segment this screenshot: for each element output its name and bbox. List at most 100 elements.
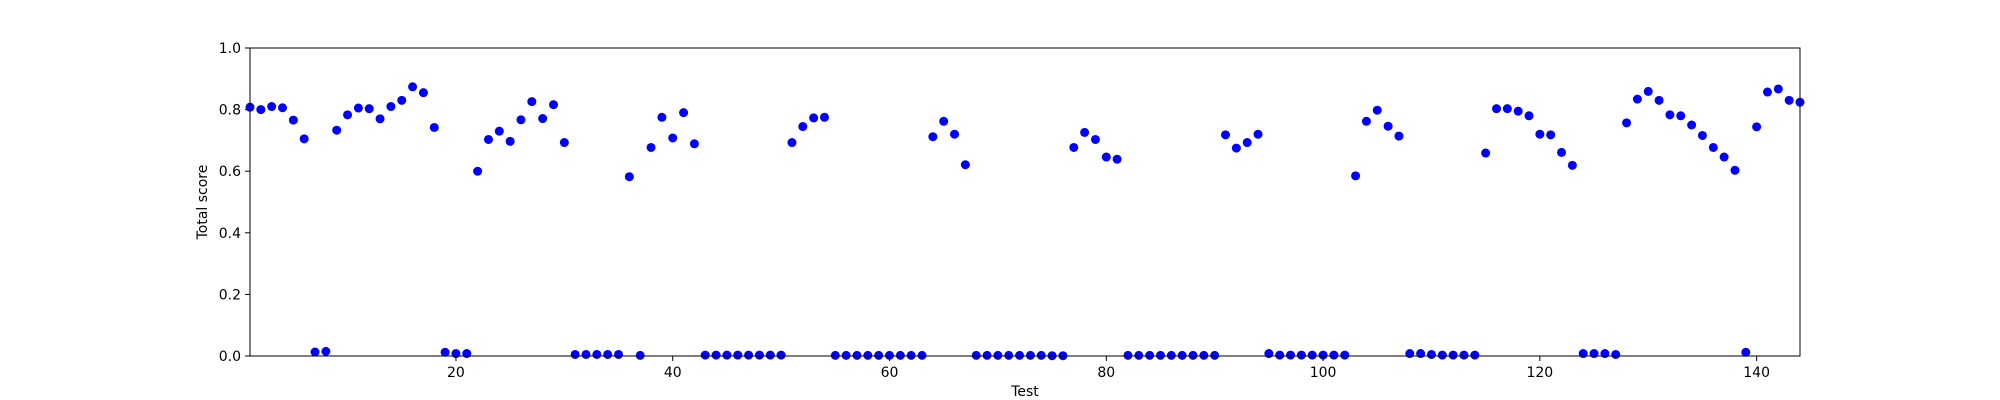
data-point: [1448, 350, 1458, 360]
data-point: [1459, 350, 1469, 360]
data-point: [689, 139, 699, 149]
data-point: [1773, 84, 1783, 94]
data-point: [1394, 131, 1404, 141]
data-point: [1286, 350, 1296, 360]
data-point: [614, 349, 624, 359]
data-point: [1340, 350, 1350, 360]
data-point: [1025, 350, 1035, 360]
data-point: [809, 113, 819, 123]
plot-frame: [249, 47, 1801, 357]
data-point: [1112, 154, 1122, 164]
data-point: [1426, 349, 1436, 359]
data-point: [863, 350, 873, 360]
data-point: [1155, 350, 1165, 360]
data-point: [1123, 350, 1133, 360]
data-point: [1589, 349, 1599, 359]
y-tick-label: 1.0: [219, 41, 241, 57]
data-point: [1632, 94, 1642, 104]
data-point: [1578, 349, 1588, 359]
data-point: [722, 350, 732, 360]
data-point: [418, 88, 428, 98]
data-point: [549, 100, 558, 110]
data-point: [1492, 104, 1501, 114]
data-point: [570, 349, 580, 359]
data-point: [1719, 152, 1729, 162]
data-point: [1134, 350, 1144, 360]
data-point: [1036, 350, 1046, 360]
x-axis-label: Test: [1010, 384, 1039, 400]
data-point: [1405, 349, 1415, 359]
data-point: [960, 160, 970, 170]
data-point: [624, 172, 634, 182]
data-point: [267, 102, 277, 112]
x-tick-label: 80: [1097, 365, 1115, 381]
data-point: [744, 350, 754, 360]
data-point: [375, 114, 385, 124]
data-point: [1654, 95, 1664, 105]
data-point: [1730, 165, 1740, 175]
data-point: [819, 112, 829, 122]
data-point: [408, 82, 418, 92]
data-point: [364, 104, 374, 114]
y-tick-label: 0.0: [219, 349, 241, 365]
data-point: [1741, 347, 1751, 357]
data-point: [256, 105, 266, 115]
data-point: [1231, 143, 1241, 153]
data-point: [668, 133, 678, 143]
data-point: [1524, 111, 1534, 121]
data-point: [1069, 142, 1079, 152]
data-point: [679, 108, 689, 118]
data-point: [711, 350, 721, 360]
data-point: [700, 350, 710, 360]
data-point: [1687, 120, 1697, 130]
data-point: [1145, 350, 1155, 360]
data-point: [1437, 350, 1447, 360]
data-point: [765, 350, 775, 360]
y-axis-ticks: 0.0 0.2 0.4 0.6 0.8 1.0: [219, 41, 250, 365]
data-point: [950, 129, 960, 139]
data-point: [1242, 138, 1252, 148]
data-point: [776, 350, 786, 360]
data-point: [1622, 118, 1632, 128]
data-point: [895, 350, 905, 360]
data-point: [462, 349, 472, 359]
y-tick-label: 0.6: [219, 164, 241, 180]
data-point: [733, 350, 743, 360]
data-point: [1318, 350, 1328, 360]
data-point: [1372, 105, 1382, 115]
data-point: [1643, 86, 1653, 96]
data-point: [1101, 152, 1111, 162]
data-point: [1177, 350, 1187, 360]
x-tick-label: 120: [1526, 365, 1553, 381]
data-point: [1188, 350, 1198, 360]
data-point: [1264, 349, 1274, 359]
data-point: [1784, 95, 1794, 105]
data-point: [787, 138, 797, 148]
x-tick-label: 100: [1310, 365, 1337, 381]
data-point: [592, 349, 602, 359]
data-point: [516, 115, 526, 125]
data-point: [1080, 127, 1090, 137]
data-point: [278, 103, 288, 113]
data-point: [483, 134, 493, 144]
x-tick-label: 60: [881, 365, 899, 381]
data-point: [1567, 160, 1577, 170]
data-point: [885, 350, 895, 360]
data-point: [1470, 350, 1480, 360]
data-point: [928, 132, 938, 142]
data-point: [1221, 130, 1231, 140]
data-point: [440, 347, 450, 357]
data-point: [288, 115, 298, 125]
data-point: [1481, 148, 1491, 158]
data-point: [1004, 350, 1014, 360]
data-point: [1383, 121, 1393, 131]
data-point: [1166, 350, 1176, 360]
data-point: [505, 136, 515, 146]
data-point: [1546, 130, 1556, 140]
data-points: [245, 82, 1805, 361]
data-point: [1611, 349, 1621, 359]
data-point: [657, 112, 667, 122]
data-point: [1535, 129, 1545, 139]
y-axis-label: Total score: [195, 165, 211, 241]
